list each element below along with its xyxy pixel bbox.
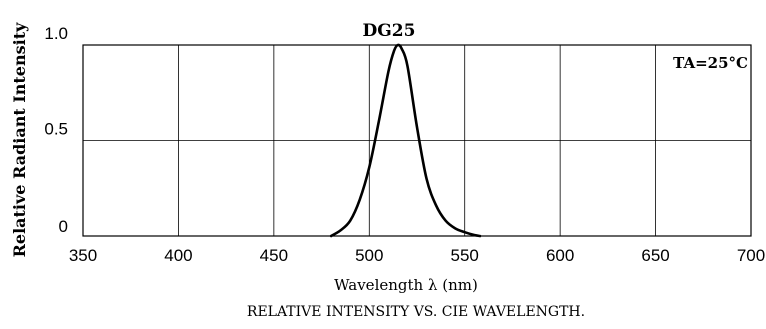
x-axis-label: Wavelength λ (nm)	[334, 276, 478, 294]
y-tick-label: 1.0	[44, 24, 68, 43]
x-tick-label: 500	[355, 246, 383, 265]
temperature-annotation: TA=25°C	[673, 54, 748, 72]
chart-caption: RELATIVE INTENSITY VS. CIE WAVELENGTH.	[247, 304, 585, 320]
x-tick-label: 450	[260, 246, 288, 265]
y-tick-labels: 0 0.5 1.0	[44, 24, 68, 236]
plot-frame	[82, 44, 752, 237]
x-tick-labels: 350 400 450 500 550 600 650 700	[69, 246, 765, 265]
intensity-curve	[329, 43, 482, 238]
series-label: DG25	[363, 21, 416, 41]
grid	[83, 45, 751, 236]
y-tick-label: 0.5	[44, 120, 68, 139]
y-tick-label: 0	[59, 217, 68, 236]
x-tick-label: 550	[451, 246, 479, 265]
y-axis-label: Relative Radiant Intensity	[10, 22, 29, 257]
x-tick-label: 600	[546, 246, 574, 265]
x-tick-label: 650	[641, 246, 669, 265]
x-tick-label: 350	[69, 246, 97, 265]
x-tick-label: 700	[737, 246, 765, 265]
x-tick-label: 400	[164, 246, 192, 265]
